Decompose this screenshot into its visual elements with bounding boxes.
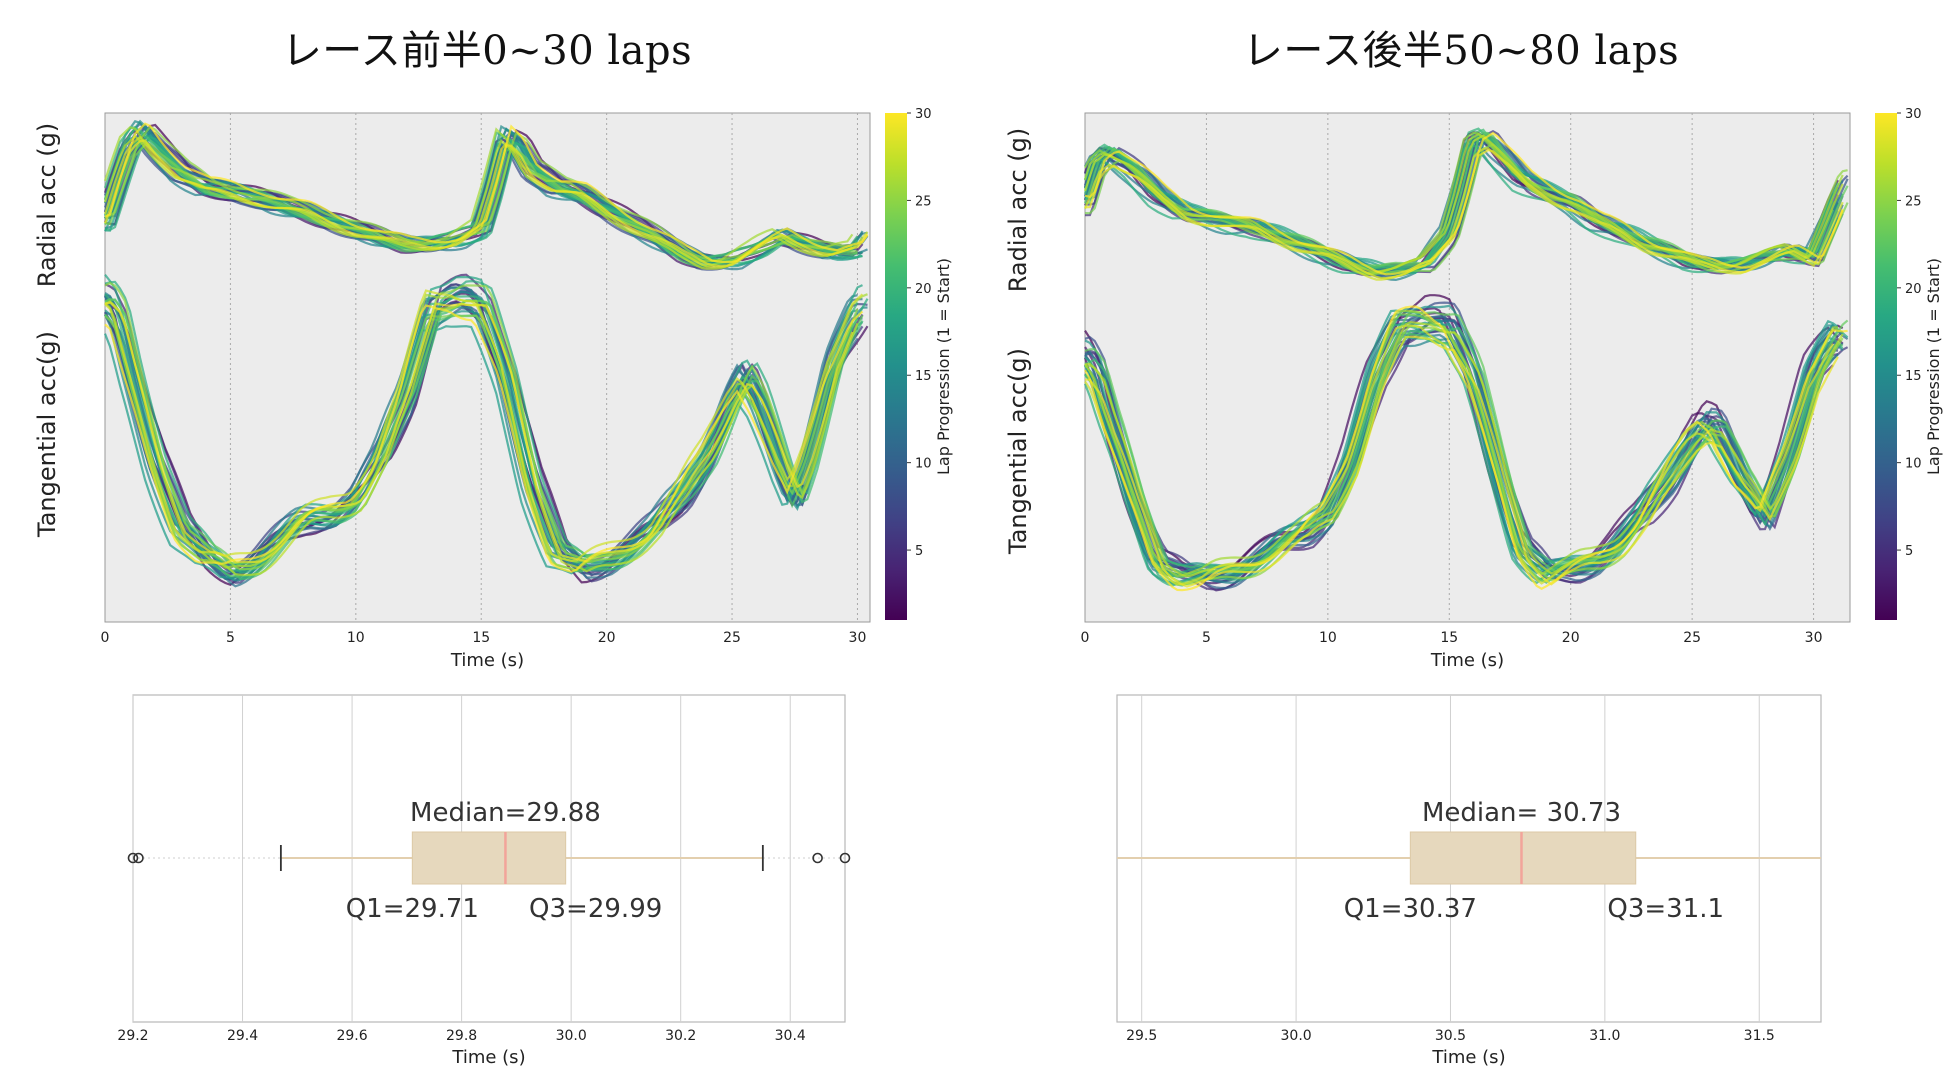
x-tick-label: 31.0 — [1589, 1028, 1620, 1044]
x-tick-label: 30.4 — [775, 1028, 806, 1044]
x-tick-label: 5 — [226, 630, 235, 646]
colorbar-tick-label: 15 — [915, 369, 932, 384]
x-tick-label: 30.0 — [1281, 1028, 1312, 1044]
lap-curve — [1084, 131, 1844, 276]
q3-label: Q3=29.99 — [529, 894, 662, 924]
colorbar-label: Lap Progression (1 = Start) — [1924, 258, 1943, 475]
chart-second-half: 0 5 10 15 20 25 30 Time (s) Radial acc (g) Tangen… — [1004, 107, 1943, 1068]
q3-label: Q3=31.1 — [1607, 894, 1724, 924]
colorbar-tick-label: 10 — [1905, 457, 1922, 472]
lap-curve — [1084, 326, 1834, 571]
lap-curve — [104, 301, 854, 564]
lap-curve — [1084, 305, 1848, 592]
panel-second-half: レース後半50~80 laps 0 5 10 15 20 25 30 Time (s) Radi… — [974, 0, 1948, 1083]
x-tick-label: 0 — [101, 630, 110, 646]
x-tick-label: 5 — [1202, 630, 1211, 646]
x-tick-label: 0 — [1081, 630, 1090, 646]
x-tick-label: 25 — [1683, 630, 1701, 646]
lap-curve — [1085, 335, 1839, 588]
x-tick-label: 10 — [347, 630, 365, 646]
y-axis-label: Tangential acc(g) — [1004, 348, 1032, 555]
x-tick-label: 20 — [1562, 630, 1580, 646]
colorbar-label: Lap Progression (1 = Start) — [934, 258, 953, 475]
lap-curve — [103, 125, 854, 263]
x-tick-label: 15 — [472, 630, 490, 646]
x-axis-label: Time (s) — [451, 1047, 525, 1068]
lap-curve — [1084, 324, 1834, 586]
lap-curve — [104, 304, 864, 573]
y-axis-label: Radial acc (g) — [1004, 128, 1032, 292]
median-label: Median= 30.73 — [1422, 798, 1621, 828]
colorbar-tick-label: 30 — [1905, 107, 1922, 122]
x-axis-label: Time (s) — [1430, 650, 1504, 671]
panel-title: レース後半50~80 laps — [1242, 28, 1680, 74]
outlier-point — [812, 852, 823, 864]
lap-curve — [104, 289, 864, 563]
x-tick-label: 30 — [1805, 630, 1823, 646]
x-tick-label: 20 — [598, 630, 616, 646]
x-tick-label: 30.0 — [556, 1028, 587, 1044]
panel-title: レース前半0~30 laps — [281, 28, 693, 74]
iqr-box — [411, 831, 567, 885]
colorbar — [885, 113, 907, 620]
panel-first-half: レース前半0~30 laps 0 5 10 15 20 25 30 Time (s) Radia… — [33, 28, 953, 1068]
colorbar-tick-label: 5 — [1905, 544, 1913, 559]
x-axis-label: Time (s) — [450, 650, 524, 671]
x-tick-label: 29.2 — [117, 1028, 148, 1044]
x-tick-label: 31.5 — [1744, 1028, 1775, 1044]
lap-curve — [104, 306, 858, 573]
colorbar-tick-label: 5 — [915, 544, 923, 559]
iqr-box — [1409, 831, 1637, 885]
colorbar — [1875, 113, 1897, 620]
x-tick-label: 29.5 — [1126, 1028, 1157, 1044]
colorbar-tick-label: 20 — [915, 282, 932, 297]
y-axis-label: Tangential acc(g) — [33, 331, 61, 538]
colorbar-tick-label: 25 — [915, 194, 932, 209]
y-axis-label: Radial acc (g) — [33, 123, 61, 287]
q1-label: Q1=30.37 — [1344, 894, 1477, 924]
colorbar-tick-label: 20 — [1905, 282, 1922, 297]
colorbar-tick-label: 30 — [915, 107, 932, 122]
chart-first-half: 0 5 10 15 20 25 30 Time (s) Radial acc (g) Tangen… — [33, 107, 953, 1068]
q1-label: Q1=29.71 — [346, 894, 479, 924]
x-tick-label: 30 — [849, 630, 867, 646]
x-tick-label: 30.5 — [1435, 1028, 1466, 1044]
lap-curve — [1084, 331, 1844, 579]
colorbar-tick-label: 15 — [1905, 369, 1922, 384]
colorbar-tick-label: 10 — [915, 457, 932, 472]
outlier-point — [127, 852, 139, 864]
lap-curve — [104, 313, 854, 565]
outlier-point — [839, 852, 851, 864]
x-axis-label: Time (s) — [1431, 1047, 1505, 1068]
x-tick-label: 10 — [1319, 630, 1337, 646]
x-tick-label: 29.6 — [336, 1028, 367, 1044]
x-tick-label: 29.8 — [446, 1028, 477, 1044]
lap-curve — [104, 301, 863, 577]
x-tick-label: 15 — [1440, 630, 1458, 646]
x-tick-label: 29.4 — [227, 1028, 258, 1044]
outlier-point — [133, 852, 144, 864]
colorbar-tick-label: 25 — [1905, 194, 1922, 209]
lap-curve — [104, 122, 869, 264]
median-label: Median=29.88 — [410, 798, 601, 828]
x-tick-label: 25 — [723, 630, 741, 646]
x-tick-label: 30.2 — [665, 1028, 696, 1044]
